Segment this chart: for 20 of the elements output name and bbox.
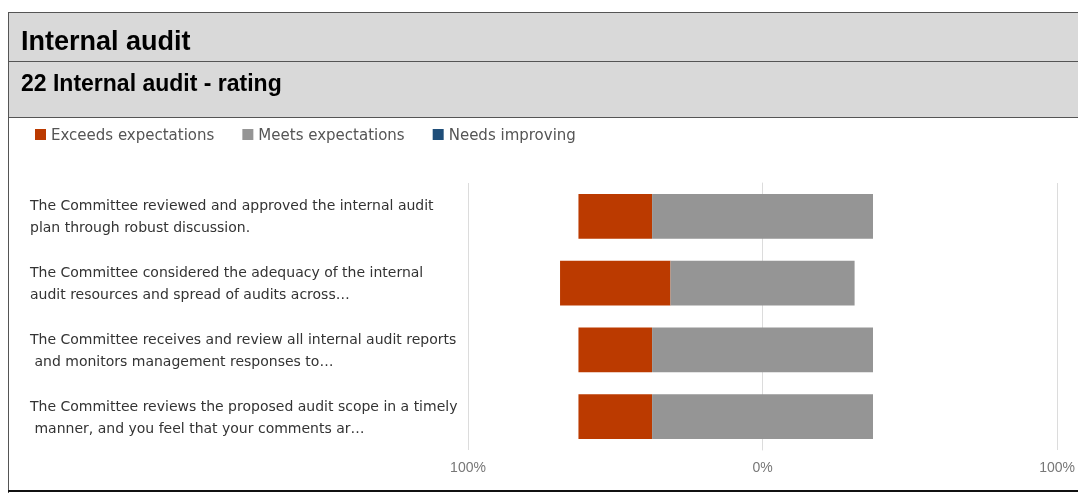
bar <box>578 327 653 373</box>
x-tick-label: 100% <box>450 459 486 475</box>
legend-label: Exceeds expectations <box>51 125 215 144</box>
y-tick-label: The Committee receives and review all internal audit reports and monitors management responses to… <box>29 330 457 369</box>
bar <box>652 394 873 439</box>
bar <box>578 194 653 239</box>
bar <box>670 260 855 306</box>
bar <box>578 394 653 439</box>
bar <box>560 260 671 306</box>
x-tick-label: 100% <box>1039 459 1075 475</box>
legend-label: Needs improving <box>448 125 576 144</box>
y-tick-label: The Committee reviewed and approved the internal audit plan through robust discussion. <box>29 197 439 236</box>
x-tick-label: 0% <box>752 459 773 475</box>
text: Internal audit <box>8 12 1078 62</box>
bar <box>652 327 873 373</box>
y-tick-label: The Committee reviews the proposed audit scope in a timely manner, and you feel that your comments ar… <box>29 397 458 436</box>
y-tick-label: The Committee considered the adequacy of the internal audit resources and spread of audits across… <box>29 264 428 303</box>
bar <box>652 194 873 239</box>
legend-label: Meets expectations <box>258 125 405 144</box>
text: 22 Internal audit - rating <box>8 62 1078 118</box>
